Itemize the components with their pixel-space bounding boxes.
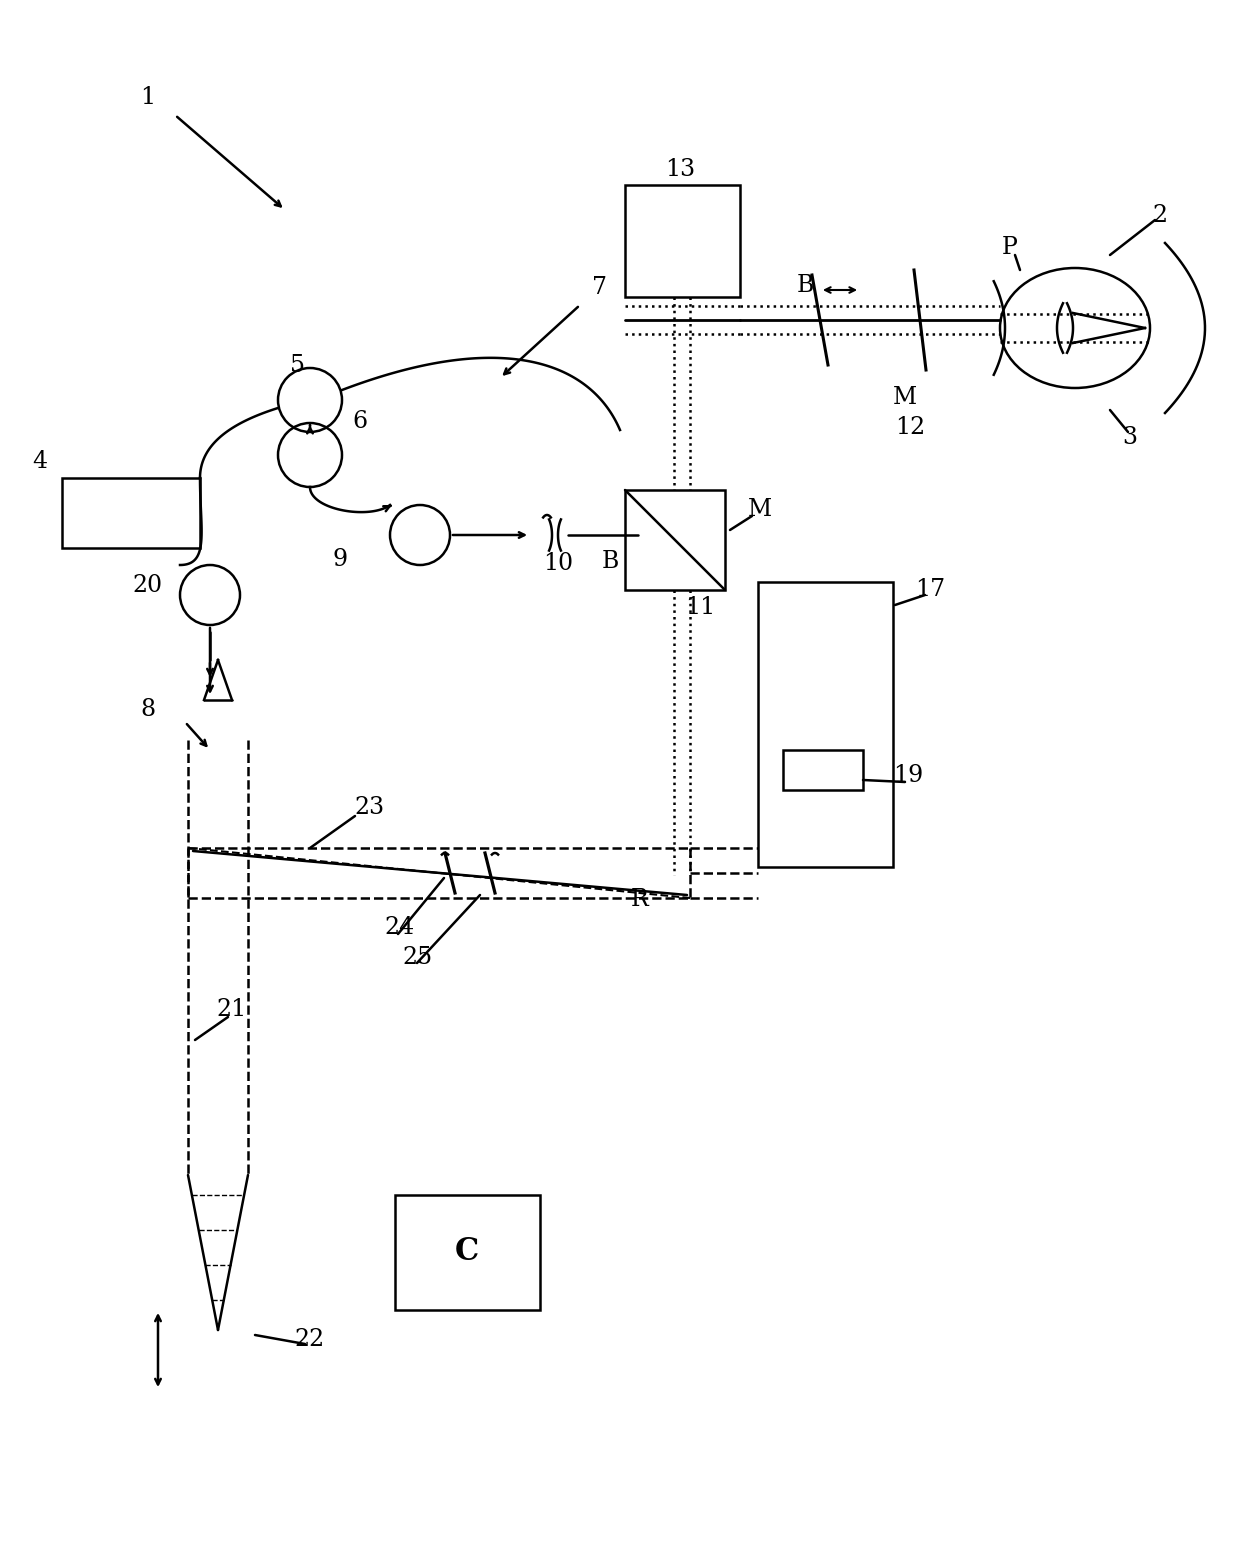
Text: B: B xyxy=(796,275,813,298)
Bar xyxy=(625,185,740,296)
Text: 3: 3 xyxy=(1122,426,1137,449)
Bar xyxy=(62,479,200,548)
Text: 25: 25 xyxy=(403,946,433,970)
Text: 6: 6 xyxy=(352,411,367,434)
Text: 23: 23 xyxy=(355,797,386,820)
Text: 4: 4 xyxy=(32,451,47,474)
Text: P: P xyxy=(1002,236,1018,259)
Text: 24: 24 xyxy=(384,917,415,939)
Text: 5: 5 xyxy=(290,354,305,377)
Text: M: M xyxy=(893,386,918,409)
Text: C: C xyxy=(455,1237,479,1268)
Text: R: R xyxy=(631,888,649,911)
Text: 8: 8 xyxy=(140,698,155,721)
Text: 1: 1 xyxy=(140,86,155,110)
Text: 22: 22 xyxy=(295,1328,325,1351)
Text: 12: 12 xyxy=(895,417,925,440)
Text: 20: 20 xyxy=(133,573,164,596)
Text: 7: 7 xyxy=(593,276,608,300)
Text: 13: 13 xyxy=(665,159,696,182)
Text: B: B xyxy=(601,551,619,573)
Bar xyxy=(758,582,893,868)
Text: M: M xyxy=(748,499,773,522)
Bar xyxy=(782,750,863,791)
Text: 17: 17 xyxy=(915,579,945,602)
Text: 9: 9 xyxy=(332,548,347,571)
Text: 10: 10 xyxy=(543,551,573,574)
Text: 11: 11 xyxy=(684,596,715,619)
Text: 21: 21 xyxy=(217,999,247,1022)
Text: 2: 2 xyxy=(1152,204,1168,227)
Bar xyxy=(396,1195,539,1309)
Bar xyxy=(625,489,725,590)
Text: 19: 19 xyxy=(893,763,923,786)
